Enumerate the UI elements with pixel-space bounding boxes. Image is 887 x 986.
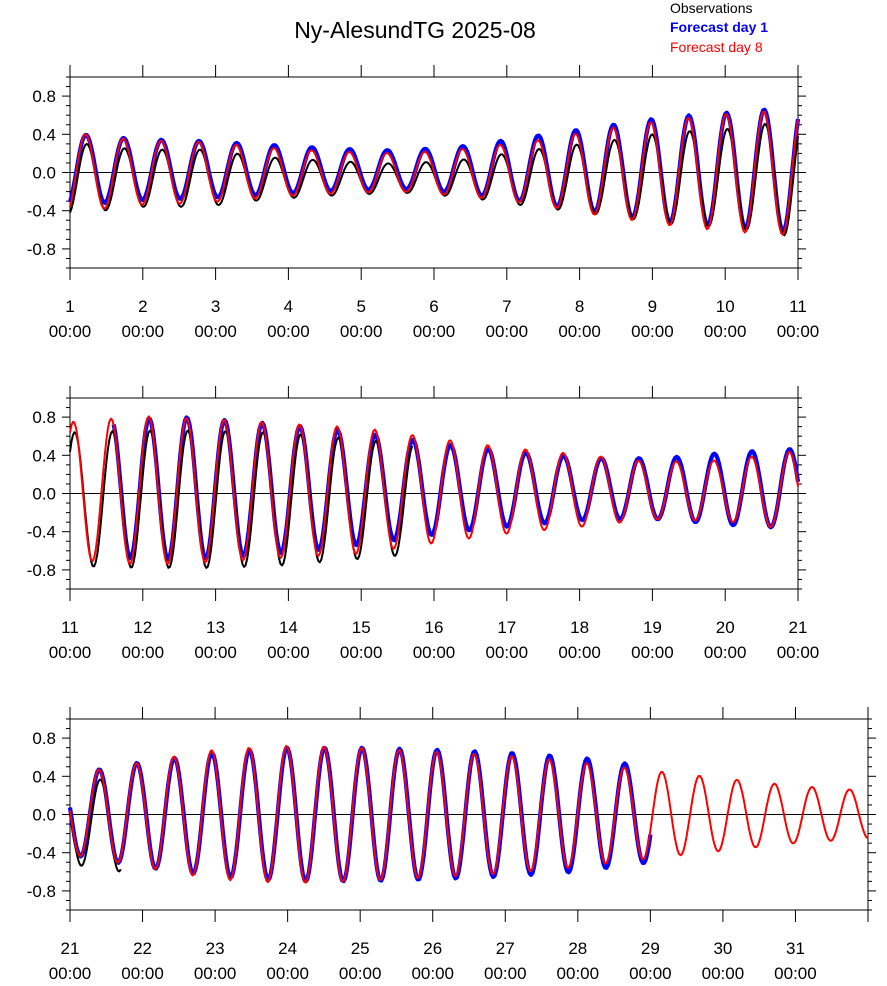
y-tick-label: -0.8 xyxy=(27,240,56,259)
x-tick-day-label: 30 xyxy=(713,939,732,958)
x-tick-day-label: 25 xyxy=(351,939,370,958)
y-tick-label: -0.4 xyxy=(27,523,56,542)
x-tick-time-label: 00:00 xyxy=(49,643,92,662)
x-tick-time-label: 00:00 xyxy=(194,964,237,983)
x-tick-day-label: 7 xyxy=(502,297,511,316)
x-tick-day-label: 21 xyxy=(789,618,808,637)
x-tick-day-label: 20 xyxy=(716,618,735,637)
y-tick-label: 0.8 xyxy=(32,408,56,427)
x-tick-day-label: 3 xyxy=(211,297,220,316)
x-tick-day-label: 29 xyxy=(641,939,660,958)
x-tick-time-label: 00:00 xyxy=(631,643,674,662)
x-tick-day-label: 12 xyxy=(133,618,152,637)
x-tick-time-label: 00:00 xyxy=(486,322,529,341)
x-tick-time-label: 00:00 xyxy=(121,964,164,983)
x-tick-time-label: 00:00 xyxy=(194,322,237,341)
panel-1: 0.8 0.4 0.0 -0.4 -0.8 1 00:00 2 00:00 3 00:00 4 00:0… xyxy=(27,65,820,341)
x-tick-time-label: 00:00 xyxy=(411,964,454,983)
x-tick-day-label: 23 xyxy=(206,939,225,958)
legend-observations: Observations xyxy=(670,0,752,16)
x-tick-time-label: 00:00 xyxy=(413,322,456,341)
legend: Observations Forecast day 1 Forecast day… xyxy=(670,0,768,55)
x-tick-time-label: 00:00 xyxy=(340,643,383,662)
x-tick-day-label: 11 xyxy=(61,618,79,637)
x-tick-day-label: 15 xyxy=(352,618,371,637)
chart-title: Ny-AlesundTG 2025-08 xyxy=(294,17,536,43)
y-tick-label: -0.8 xyxy=(27,561,56,580)
x-tick-time-label: 00:00 xyxy=(267,643,310,662)
y-tick-label: 0.8 xyxy=(32,87,56,106)
y-tick-label: 0.0 xyxy=(32,806,56,825)
x-tick-day-label: 27 xyxy=(496,939,515,958)
x-tick-day-label: 8 xyxy=(575,297,584,316)
x-tick-day-label: 24 xyxy=(278,939,297,958)
panel-3: 0.8 0.4 0.0 -0.4 -0.8 21 00:00 22 00:00 23 00:00 24… xyxy=(27,707,876,983)
x-tick-time-label: 00:00 xyxy=(122,643,165,662)
x-tick-day-label: 11 xyxy=(789,297,807,316)
series-forecast-day-8-line xyxy=(69,744,869,884)
x-tick-time-label: 00:00 xyxy=(49,322,92,341)
x-tick-time-label: 00:00 xyxy=(486,643,529,662)
x-tick-day-label: 9 xyxy=(648,297,657,316)
x-tick-time-label: 00:00 xyxy=(777,322,820,341)
x-tick-time-label: 00:00 xyxy=(49,964,92,983)
legend-forecast-day-1: Forecast day 1 xyxy=(670,19,768,35)
x-tick-day-label: 14 xyxy=(279,618,298,637)
y-tick-label: -0.4 xyxy=(27,844,56,863)
x-tick-time-label: 00:00 xyxy=(702,964,745,983)
x-tick-time-label: 00:00 xyxy=(484,964,527,983)
series-forecast-day-8-line xyxy=(69,110,799,236)
legend-forecast-day-8: Forecast day 8 xyxy=(670,39,763,55)
x-tick-time-label: 00:00 xyxy=(557,964,600,983)
x-tick-time-label: 00:00 xyxy=(774,964,817,983)
x-tick-day-label: 4 xyxy=(284,297,293,316)
y-tick-label: 0.0 xyxy=(32,164,56,183)
x-tick-day-label: 2 xyxy=(138,297,147,316)
x-tick-day-label: 22 xyxy=(133,939,152,958)
y-tick-label: 0.4 xyxy=(32,125,56,144)
x-tick-time-label: 00:00 xyxy=(558,643,601,662)
x-tick-day-label: 13 xyxy=(206,618,225,637)
x-tick-day-label: 21 xyxy=(61,939,80,958)
x-tick-time-label: 00:00 xyxy=(122,322,165,341)
x-tick-time-label: 00:00 xyxy=(629,964,672,983)
x-tick-day-label: 26 xyxy=(423,939,442,958)
x-tick-time-label: 00:00 xyxy=(704,643,747,662)
x-tick-day-label: 28 xyxy=(568,939,587,958)
x-tick-time-label: 00:00 xyxy=(704,322,747,341)
series-forecast-day-8-line xyxy=(69,415,799,565)
panel-2: 0.8 0.4 0.0 -0.4 -0.8 11 00:00 12 00:00 13 00:00 14… xyxy=(27,386,820,662)
y-tick-label: 0.4 xyxy=(32,446,56,465)
y-tick-label: -0.4 xyxy=(27,202,56,221)
x-tick-day-label: 5 xyxy=(356,297,365,316)
x-tick-time-label: 00:00 xyxy=(558,322,601,341)
x-tick-day-label: 6 xyxy=(429,297,438,316)
x-tick-time-label: 00:00 xyxy=(340,322,383,341)
y-tick-label: -0.8 xyxy=(27,882,56,901)
x-tick-time-label: 00:00 xyxy=(631,322,674,341)
x-tick-day-label: 18 xyxy=(570,618,589,637)
x-tick-time-label: 00:00 xyxy=(339,964,382,983)
y-tick-label: 0.4 xyxy=(32,767,56,786)
x-tick-day-label: 17 xyxy=(497,618,516,637)
x-tick-time-label: 00:00 xyxy=(267,322,310,341)
x-tick-day-label: 31 xyxy=(786,939,805,958)
x-tick-time-label: 00:00 xyxy=(266,964,309,983)
x-tick-time-label: 00:00 xyxy=(777,643,820,662)
series-observations-line xyxy=(69,122,799,237)
x-tick-day-label: 1 xyxy=(65,297,74,316)
x-tick-day-label: 19 xyxy=(643,618,662,637)
y-tick-label: 0.0 xyxy=(32,485,56,504)
x-tick-time-label: 00:00 xyxy=(413,643,456,662)
y-tick-label: 0.8 xyxy=(32,729,56,748)
x-tick-day-label: 10 xyxy=(716,297,735,316)
x-tick-time-label: 00:00 xyxy=(194,643,237,662)
x-tick-day-label: 16 xyxy=(425,618,444,637)
